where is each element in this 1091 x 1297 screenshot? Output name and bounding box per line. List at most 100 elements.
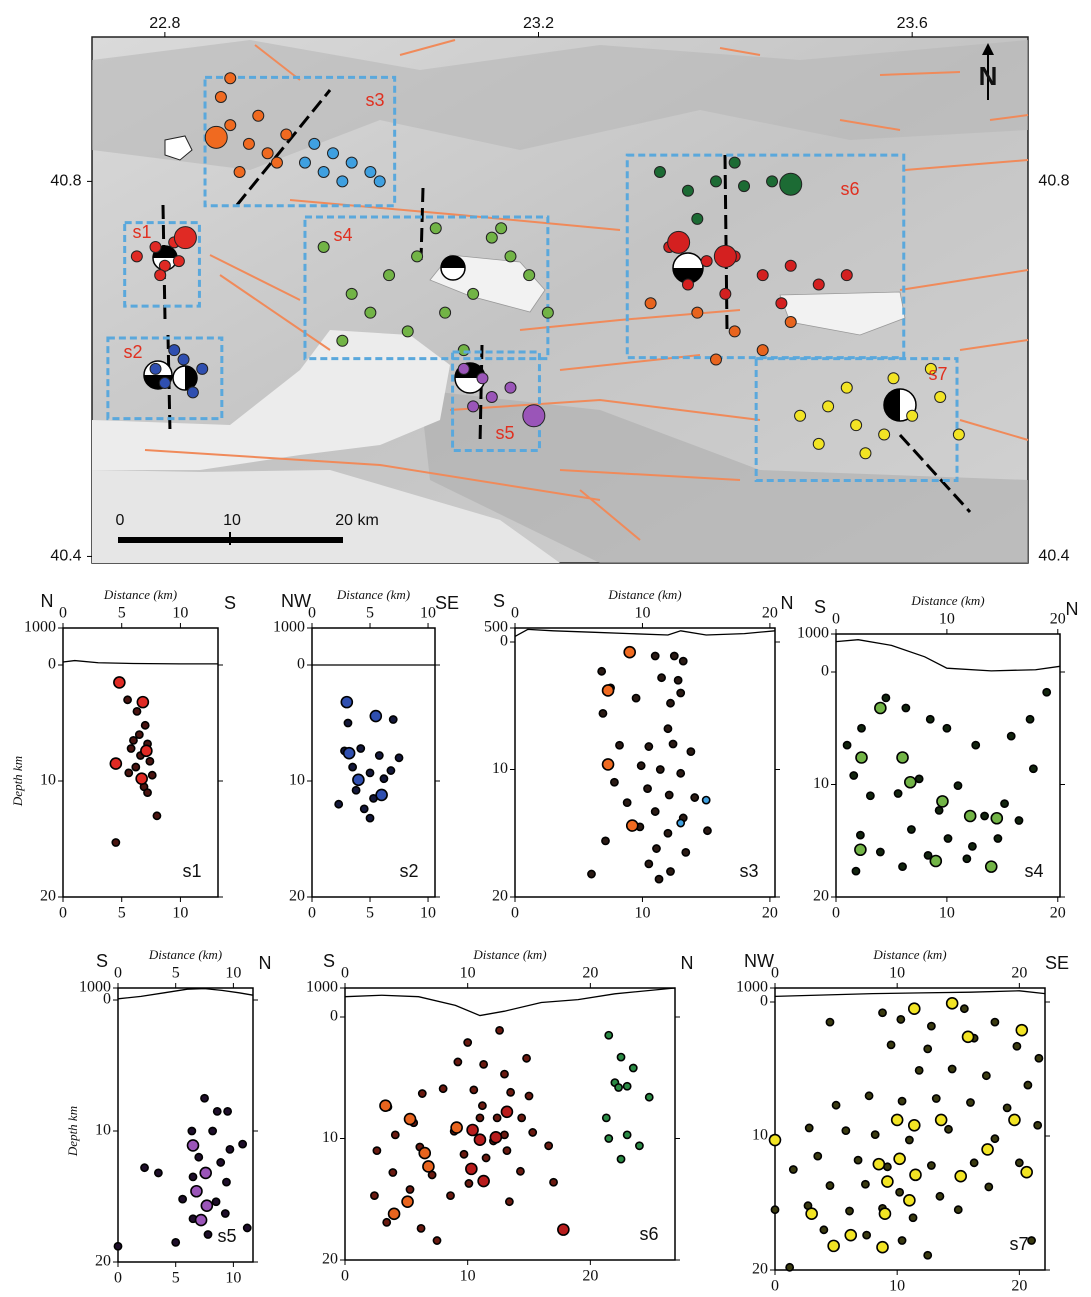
hypocenter (223, 1178, 230, 1185)
hypocenter (172, 1239, 179, 1246)
y-tick-label: 20 (813, 888, 829, 905)
hypocenter (982, 1144, 993, 1155)
hypocenter (645, 860, 652, 867)
y-tick-label: 0 (330, 1008, 338, 1025)
lon-tick-label: 22.8 (149, 15, 180, 32)
hypocenter (994, 835, 1001, 842)
hypocenter (615, 1084, 622, 1091)
hypocenter (545, 1142, 552, 1149)
hypocenter (887, 1041, 894, 1048)
hypocenter (128, 745, 135, 752)
hypocenter (1004, 1104, 1011, 1111)
epicenter (785, 260, 796, 271)
hypocenter (770, 1135, 781, 1146)
section-frame (836, 634, 1060, 897)
epicenter (692, 213, 703, 224)
hypocenter (944, 835, 951, 842)
hypocenter (376, 789, 387, 800)
hypocenter (963, 1031, 974, 1042)
epicenter (384, 270, 395, 281)
x-axis-label: Distance (km) (910, 593, 984, 608)
hypocenter (852, 868, 859, 875)
x-tick-label: 20 (762, 605, 778, 622)
hypocenter (879, 1208, 890, 1219)
hypocenter (125, 769, 132, 776)
hypocenter (986, 861, 997, 872)
hypocenter (440, 1085, 447, 1092)
epicenter (505, 382, 516, 393)
epicenter (505, 251, 516, 262)
y-tick-label: 20 (95, 1253, 111, 1270)
hypocenter (896, 1189, 903, 1196)
epicenter (523, 405, 545, 427)
hypocenter (854, 1157, 861, 1164)
hypocenter (897, 752, 908, 763)
x-tick-label: 0 (511, 905, 519, 922)
hypocenter (909, 1214, 916, 1221)
hypocenter (943, 725, 950, 732)
hypocenter (389, 1169, 396, 1176)
hypocenter (141, 1164, 148, 1171)
epicenter (458, 363, 469, 374)
hypocenter (517, 1168, 524, 1175)
x-axis-label: Distance (km) (336, 587, 410, 602)
hypocenter (972, 742, 979, 749)
section-label: s5 (217, 1226, 236, 1246)
hypocenter (188, 1140, 199, 1151)
hypocenter (616, 742, 623, 749)
hypocenter (771, 1206, 778, 1213)
hypocenter (910, 1169, 921, 1180)
epicenter (337, 176, 348, 187)
x-tick-label: 0 (832, 905, 840, 922)
hypocenter (1009, 1114, 1020, 1125)
x-tick-label: 20 (1011, 1278, 1027, 1295)
hypocenter (1024, 1081, 1031, 1088)
epicenter (299, 157, 310, 168)
hypocenter (624, 1083, 631, 1090)
x-tick-label: 10 (420, 905, 436, 922)
hypocenter (806, 1124, 813, 1131)
hypocenter (490, 1132, 501, 1143)
hypocenter (353, 774, 364, 785)
x-axis-label: Distance (km) (607, 587, 681, 602)
y-tick-label: 0 (297, 656, 305, 673)
hypocenter (201, 1095, 208, 1102)
hypocenter (114, 1243, 121, 1250)
hypocenter (627, 820, 638, 831)
hypocenter (465, 1180, 472, 1187)
epicenter (262, 148, 273, 159)
hypocenter (200, 1167, 211, 1178)
hypocenter (529, 1129, 536, 1136)
direction-label: NW (744, 951, 774, 971)
hypocenter (366, 769, 373, 776)
hypocenter (507, 1089, 514, 1096)
hypocenter (550, 1179, 557, 1186)
hypocenter (380, 1100, 391, 1111)
y-tick-label: 10 (813, 775, 829, 792)
section-label: s4 (1024, 861, 1043, 881)
epicenter (729, 157, 740, 168)
y-tick-label: 20 (289, 888, 305, 905)
hypocenter (877, 1242, 888, 1253)
y-tick-label: 0 (821, 663, 829, 680)
x-tick-label: 5 (172, 1270, 180, 1287)
hypocenter (894, 1153, 905, 1164)
y-tick-label: 10 (492, 760, 508, 777)
hypocenter (664, 830, 671, 837)
hypocenter (899, 863, 906, 870)
x-tick-label: 0 (114, 1270, 122, 1287)
hypocenter (598, 668, 605, 675)
x-tick-label: 20 (1050, 611, 1066, 628)
hypocenter (983, 1072, 990, 1079)
epicenter (739, 181, 750, 192)
hypocenter (826, 1182, 833, 1189)
hypocenter (523, 1055, 530, 1062)
lat-tick-label: 40.4 (50, 548, 81, 565)
region-label: s7 (928, 364, 947, 384)
elevation-tick-label: 1000 (24, 619, 56, 636)
x-tick-label: 0 (832, 611, 840, 628)
hypocenter (677, 689, 684, 696)
y-tick-label: 20 (492, 888, 508, 905)
hypocenter (624, 1131, 631, 1138)
hypocenter (599, 710, 606, 717)
